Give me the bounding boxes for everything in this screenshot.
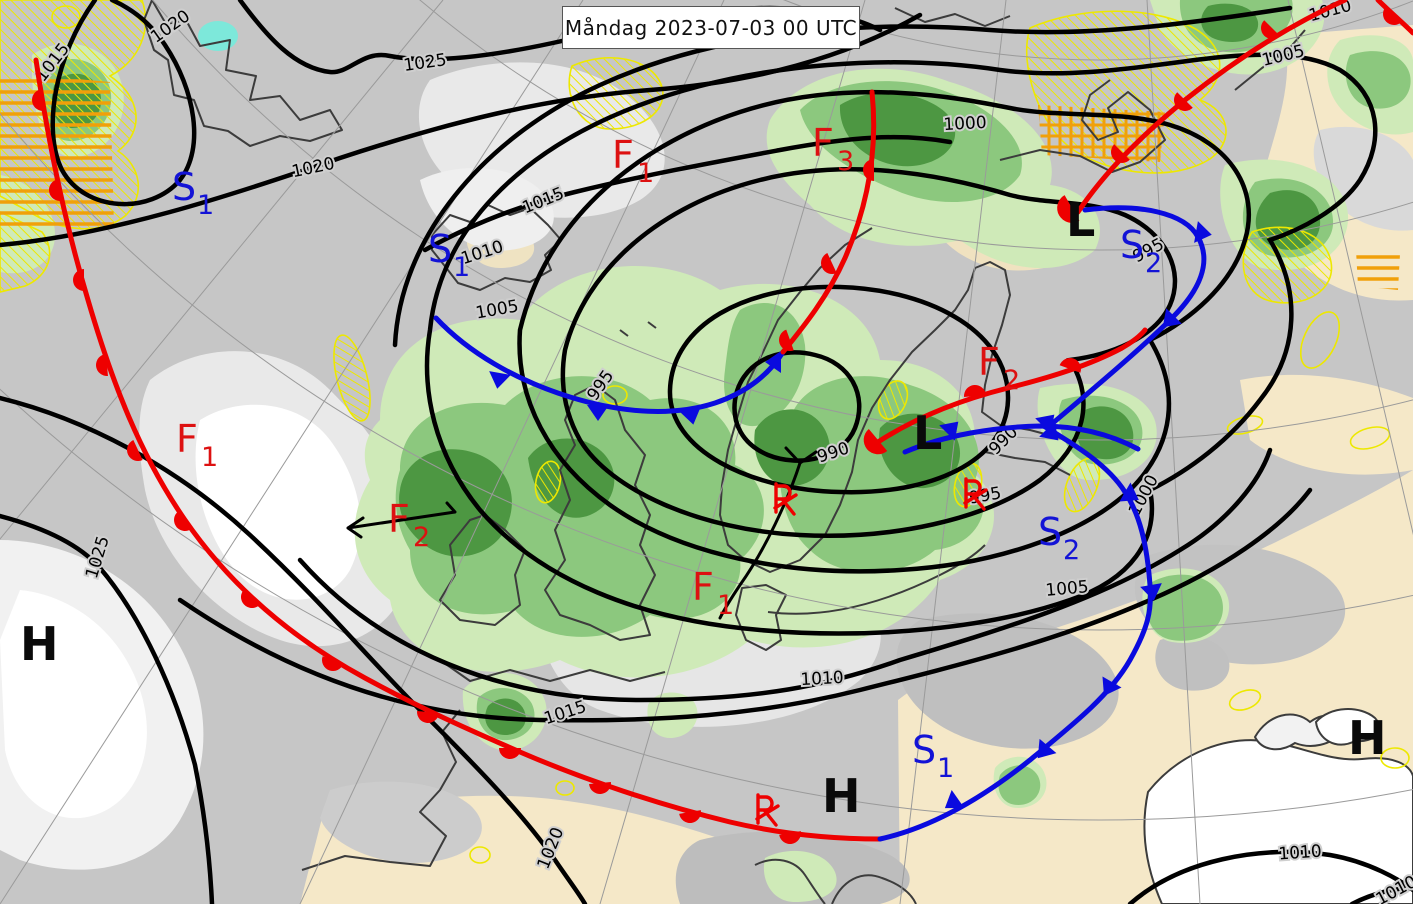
isobar-label: 1000 [943,113,987,135]
high-center-letter: H [1348,711,1387,765]
low-center-letter: L [1066,193,1095,247]
warm-front-northeast [1075,0,1348,215]
front-label-f1-north: F 1 [612,133,654,189]
front-label-s2-finland: S 2 [1120,223,1162,279]
svg-text:F: F [612,133,634,177]
svg-text:2: 2 [1003,365,1020,396]
isobar-label: 1010 [1278,842,1323,865]
svg-text:F: F [176,417,198,461]
svg-text:S: S [1120,223,1144,267]
front-label-s1-iceland: S 1 [428,227,470,283]
warm-front-baltic [875,327,1148,445]
isobar-label: 1005 [1045,577,1090,601]
front-label-s2-south: S 2 [1038,510,1080,566]
warm-front-norway [780,89,877,355]
map-title: Måndag 2023-07-03 00 UTC [562,6,860,49]
high-center-letter: H [822,769,861,823]
low-center-letter: L [913,406,942,460]
svg-text:1: 1 [637,158,654,189]
svg-text:1: 1 [937,753,954,784]
svg-text:S: S [1038,510,1062,554]
svg-text:2: 2 [1063,535,1080,566]
high-center-letter: H [20,617,59,671]
svg-text:1: 1 [717,590,734,621]
cold-front-baltic [902,423,1141,455]
svg-text:2: 2 [413,522,430,553]
svg-text:2: 2 [1145,248,1162,279]
front-label-s1-balkan: S 1 [912,728,954,784]
svg-text:3: 3 [837,146,854,177]
front-label-s1-greenland: S 1 [172,165,214,221]
pressure-centers: H H H L L [20,193,1387,823]
svg-text:F: F [812,121,834,165]
front-label-f3: F 3 [812,121,854,177]
svg-text:S: S [428,227,452,271]
ice-patch [198,21,238,51]
fronts [32,0,1413,846]
isobar-label: 1010 [800,668,844,690]
cold-front-norwegian-sea [433,315,786,414]
svg-text:S: S [912,728,936,772]
svg-text:F: F [692,565,714,609]
front-label-f2-west: F 2 [388,497,430,553]
coastlines [143,0,1306,904]
svg-text:1: 1 [453,252,470,283]
svg-text:S: S [172,165,196,209]
svg-text:F: F [388,497,410,541]
front-label-f2-baltic: F 2 [978,340,1020,396]
svg-text:F: F [978,340,1000,384]
front-label-f1-west: F 1 [176,417,218,473]
svg-text:1: 1 [197,190,214,221]
front-label-f1-south: F 1 [692,565,734,621]
map-title-text: Måndag 2023-07-03 00 UTC [564,15,858,40]
svg-text:1: 1 [201,442,218,473]
front-labels: F 1 F 3 F 1 F 2 F 1 F 2 S 1 S 1 [172,121,1162,784]
